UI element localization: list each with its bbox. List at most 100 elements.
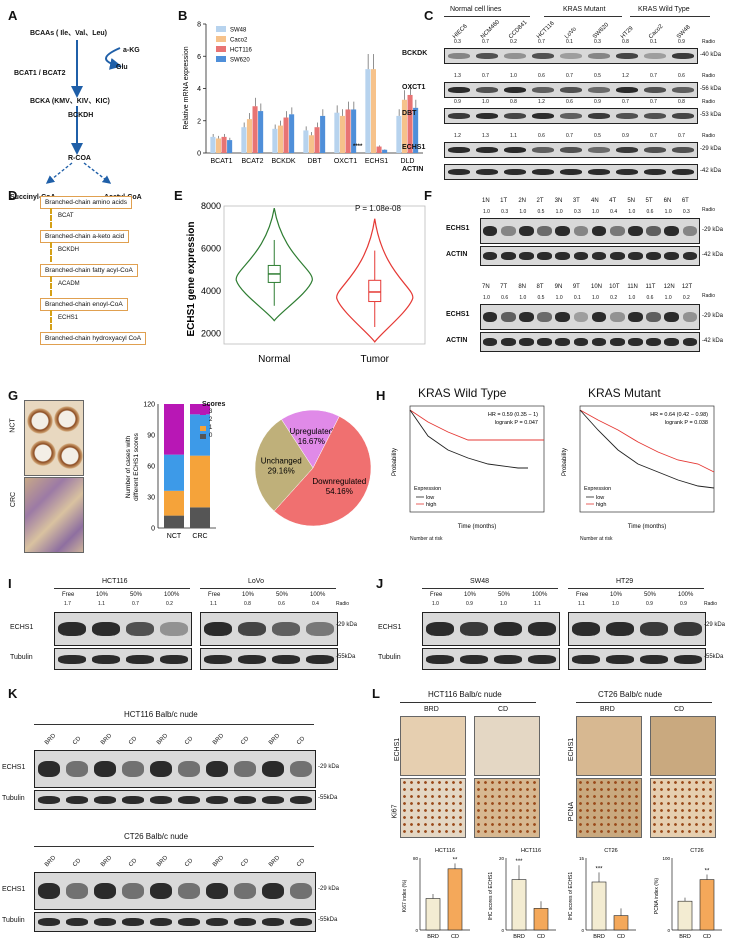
k-lane-label: CD [128, 857, 139, 869]
k-tubulin-blot-band [233, 917, 257, 927]
c-blot-row-band [643, 112, 667, 120]
ij-echs1-blot-band [92, 621, 120, 637]
k-lane-label: BRD [156, 733, 170, 747]
ij-condition: 10% [96, 592, 109, 598]
ij-ratio: 0.8 [244, 601, 251, 607]
ij-echs1-blot-band [306, 621, 334, 637]
ij-ratio: 1.0 [500, 601, 507, 607]
l-ytick: 15 [579, 856, 585, 861]
c-ratio: 1.2 [622, 73, 629, 79]
c-radio-label: Radio [702, 39, 716, 45]
c-ratio: 0.7 [566, 133, 573, 139]
ij-tubulin-blot-band [306, 654, 334, 664]
b-bar [210, 136, 216, 153]
b-bar [227, 140, 233, 153]
c-blot-row-band [559, 52, 583, 60]
c-ratio: 0.7 [482, 73, 489, 79]
k-lane-label: CD [184, 857, 195, 869]
panel-a-arrows [45, 40, 122, 184]
g-pie-value: 54.16% [326, 487, 353, 496]
b-ytick-label: 2 [197, 118, 201, 125]
l-bar-svg: CT26 PCNA index (%) 0 100 BRD CD ** [654, 848, 722, 940]
l-bar [699, 879, 715, 931]
k-lane-label: BRD [212, 733, 226, 747]
b-legend-swatch [216, 56, 226, 62]
c-blot-row-band [503, 146, 527, 154]
c-kda-label: -42 kDa [700, 168, 722, 174]
g-ytick-label: 30 [147, 495, 155, 502]
c-ratio: 0.1 [566, 39, 573, 45]
g-stack-seg [190, 507, 210, 528]
succinyl-text: Succinyl-CoA [10, 194, 56, 201]
k-tubulin-blot-band [93, 795, 117, 805]
b-bar [252, 106, 258, 153]
k-tubulin-blot-band [149, 917, 173, 927]
c-ratio: 0.3 [594, 39, 601, 45]
c-radio-label: Radio [702, 133, 716, 139]
g-pie-value: 29.16% [268, 466, 295, 475]
c-lane-label: SW48 [676, 24, 692, 41]
f-actin-blot-band [646, 251, 661, 261]
c-ratio: 0.2 [510, 39, 517, 45]
f-echs1-blot-band [609, 311, 625, 323]
b-bar [246, 119, 252, 153]
f-row-label: ECHS1 [446, 311, 470, 318]
l-ihc-row1 [400, 716, 466, 776]
c-ratio: 1.0 [510, 73, 517, 79]
l-bar [613, 915, 629, 931]
ij-ratio: 1.1 [578, 601, 585, 607]
b-legend-swatch [216, 46, 226, 52]
c-blot-row-band [447, 146, 471, 154]
l-row-label: ECHS1 [394, 737, 402, 762]
l-xtick-label: BRD [679, 934, 691, 940]
h-km-svg: Probability Time (months) HR = 0.64 (0.42 … [562, 405, 715, 530]
f-ratio: 0.4 [610, 209, 618, 215]
l-cond-label: CD [674, 706, 685, 713]
f-actin-blot-band [537, 337, 552, 347]
c-ratio: 0.9 [594, 99, 601, 105]
b-bar [351, 109, 357, 153]
c-ratio: 0.9 [622, 133, 629, 139]
f-ratio: 1.0 [592, 209, 599, 215]
c-ratio: 1.1 [510, 133, 517, 139]
panel-a-label: A [8, 8, 18, 23]
g-pie-label: Unchanged [261, 456, 302, 465]
ij-tubulin-blot [200, 648, 338, 670]
ij-ratio: 0.2 [166, 601, 173, 607]
b-legend-swatch [216, 36, 226, 42]
k-echs1-blot-band [149, 882, 173, 900]
l-title: HCT116 Balb/c nude [428, 690, 502, 699]
ij-row-label: Tubulin [10, 654, 33, 661]
c-blot-row-band [587, 146, 611, 154]
b-legend-swatch [216, 26, 226, 32]
g-legend-label: 3 [209, 409, 213, 415]
k-kda: -29 kDa [318, 764, 340, 770]
d-step-box: Branched-chain hydroxyacyl CoA [40, 332, 147, 345]
f-actin-blot-band [628, 337, 643, 347]
b-bar [303, 130, 309, 153]
ij-echs1-blot-band [606, 621, 634, 637]
ij-ratio: 1.1 [534, 601, 541, 607]
panel-h-label: H [376, 388, 386, 403]
d-arrow [50, 208, 52, 228]
c-lane-label: Caco2 [648, 23, 665, 41]
ij-tubulin-blot-band [160, 654, 188, 664]
f-echs1-blot-band [682, 225, 698, 237]
k-echs1-blot-band [205, 882, 229, 900]
ij-condition: 50% [644, 592, 657, 598]
f-row-label: ACTIN [446, 337, 468, 344]
f-actin-blot-band [537, 251, 552, 261]
b-ylabel: Relative mRNA expression [183, 46, 190, 129]
bcka-text: BCKA (KMV、KIV、KIC) [30, 98, 110, 105]
ij-tubulin-blot-band [494, 654, 522, 664]
d-enzyme-label: ACADM [58, 281, 80, 287]
ij-echs1-blot-band [272, 621, 300, 637]
c-blot-row-band [587, 168, 611, 176]
l-ihc-row2 [576, 778, 642, 838]
l-xtick-label: CD [617, 934, 625, 940]
ij-kda: -29 kDa [704, 622, 726, 628]
e-xtick-label: Normal [258, 354, 290, 365]
bcaas-text: BCAAs ( Ile、Val、Leu) [30, 30, 108, 37]
akg-text: a-KG [123, 47, 140, 54]
